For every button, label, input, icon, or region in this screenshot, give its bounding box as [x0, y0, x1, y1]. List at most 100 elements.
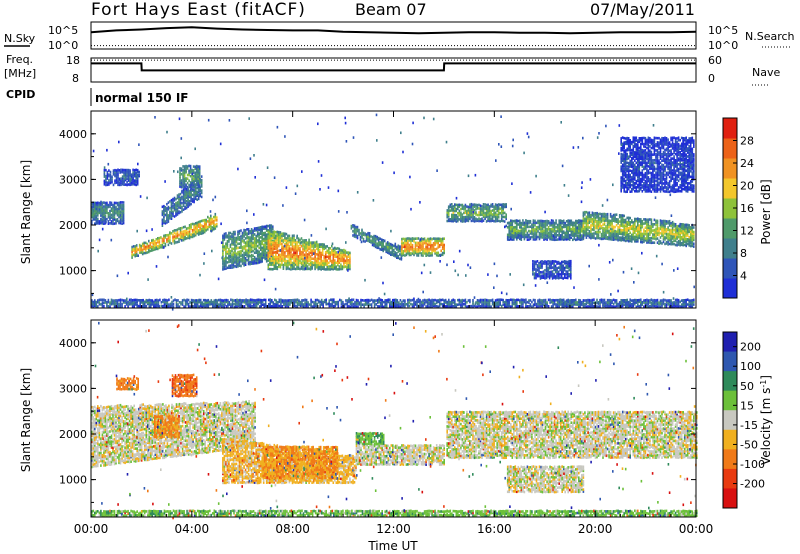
heatmap-cell: [517, 231, 520, 234]
heatmap-cell: [653, 235, 656, 239]
heatmap-cell: [367, 237, 369, 241]
heatmap-cell: [183, 179, 186, 182]
heatmap-cell: [256, 255, 259, 258]
heatmap-cell: [315, 242, 318, 246]
heatmap-cell: [320, 243, 322, 246]
heatmap-cell: [559, 223, 562, 227]
heatmap-cell: [435, 240, 438, 243]
heatmap-cell: [290, 266, 292, 269]
heatmap-cell: [443, 247, 445, 250]
heatmap-cell: [343, 253, 345, 256]
heatmap-cell: [579, 219, 582, 223]
heatmap-cell: [225, 255, 227, 258]
heatmap-cell: [593, 219, 595, 223]
heatmap-cell: [643, 178, 645, 181]
heatmap-cell: [476, 207, 479, 210]
heatmap-cell: [404, 237, 406, 241]
heatmap-cell: [665, 240, 668, 244]
heatmap-cell: [181, 189, 183, 193]
heatmap-cell: [338, 253, 341, 256]
heatmap-cell: [470, 213, 473, 217]
heatmap-cell: [485, 213, 488, 217]
heatmap-cell: [255, 251, 257, 254]
heatmap-cell: [446, 211, 448, 214]
heatmap-cell: [250, 239, 253, 243]
heatmap-cell: [267, 224, 270, 228]
heatmap-cell: [402, 243, 405, 247]
heatmap-cell: [397, 244, 400, 248]
heatmap-cell: [321, 265, 324, 269]
heatmap-cell: [420, 254, 423, 257]
heatmap-cell: [632, 221, 635, 224]
heatmap-cell: [121, 214, 123, 217]
heatmap-cell: [631, 236, 633, 239]
heatmap-cell: [629, 139, 631, 142]
heatmap-cell: [554, 260, 557, 263]
heatmap-cell: [323, 267, 325, 271]
heatmap-cell: [429, 241, 432, 245]
heatmap-cell: [522, 227, 524, 230]
heatmap-cell: [132, 181, 134, 184]
heatmap-cell: [208, 223, 211, 226]
heatmap-cell: [107, 220, 110, 223]
heatmap-cell: [332, 257, 335, 261]
heatmap-cell: [329, 268, 332, 271]
heatmap-cell: [496, 219, 498, 223]
heatmap-cell: [311, 266, 313, 269]
heatmap-cell: [650, 236, 653, 240]
heatmap-cell: [478, 213, 480, 217]
heatmap-cell: [246, 242, 248, 246]
heatmap-cell: [352, 230, 354, 233]
heatmap-cell: [667, 226, 669, 229]
heatmap-cell: [299, 257, 301, 260]
heatmap-cell: [287, 267, 289, 270]
heatmap-cell: [529, 236, 532, 239]
heatmap-cell: [364, 240, 366, 243]
heatmap-cell: [371, 243, 374, 247]
heatmap-cell: [207, 228, 209, 231]
heatmap-cell: [288, 249, 291, 252]
heatmap-cell: [624, 227, 627, 230]
heatmap-cell: [432, 245, 435, 249]
heatmap-cell: [299, 259, 301, 262]
heatmap-cell: [532, 227, 535, 231]
heatmap-cell: [320, 259, 322, 262]
heatmap-cell: [587, 213, 589, 216]
heatmap-cell: [326, 261, 328, 264]
heatmap-cell: [273, 243, 276, 247]
heatmap-cell: [207, 225, 209, 229]
heatmap-cell: [434, 239, 436, 242]
heatmap-cell: [361, 228, 363, 232]
heatmap-cell: [317, 259, 319, 263]
heatmap-cell: [658, 181, 660, 185]
heatmap-cell: [685, 244, 687, 248]
heatmap-cell: [588, 219, 591, 223]
heatmap-cell: [232, 255, 235, 258]
heatmap-cell: [487, 218, 489, 221]
heatmap-cell: [265, 245, 268, 249]
heatmap-cell: [249, 250, 251, 254]
heatmap-cell: [182, 168, 184, 172]
heatmap-cell: [679, 243, 681, 247]
heatmap-cell: [568, 226, 571, 229]
heatmap-cell: [544, 231, 547, 235]
heatmap-cell: [623, 157, 625, 161]
heatmap-cell: [258, 236, 260, 240]
heatmap-cell: [647, 157, 650, 161]
heatmap-cell: [200, 181, 203, 184]
heatmap-cell: [265, 254, 268, 257]
heatmap-cell: [629, 169, 631, 172]
heatmap-cell: [422, 250, 424, 253]
heatmap-cell: [506, 236, 509, 239]
heatmap-cell: [447, 207, 450, 210]
heatmap-cell: [92, 203, 95, 207]
heatmap-cell: [565, 264, 567, 268]
nsearch-label: N.Search: [745, 30, 795, 43]
heatmap-cell: [258, 261, 260, 264]
heatmap-cell: [92, 212, 95, 215]
heatmap-cell: [197, 173, 199, 176]
heatmap-cell: [435, 251, 438, 255]
heatmap-cell: [581, 230, 583, 233]
heatmap-cell: [599, 218, 601, 221]
heatmap-cell: [466, 213, 468, 216]
